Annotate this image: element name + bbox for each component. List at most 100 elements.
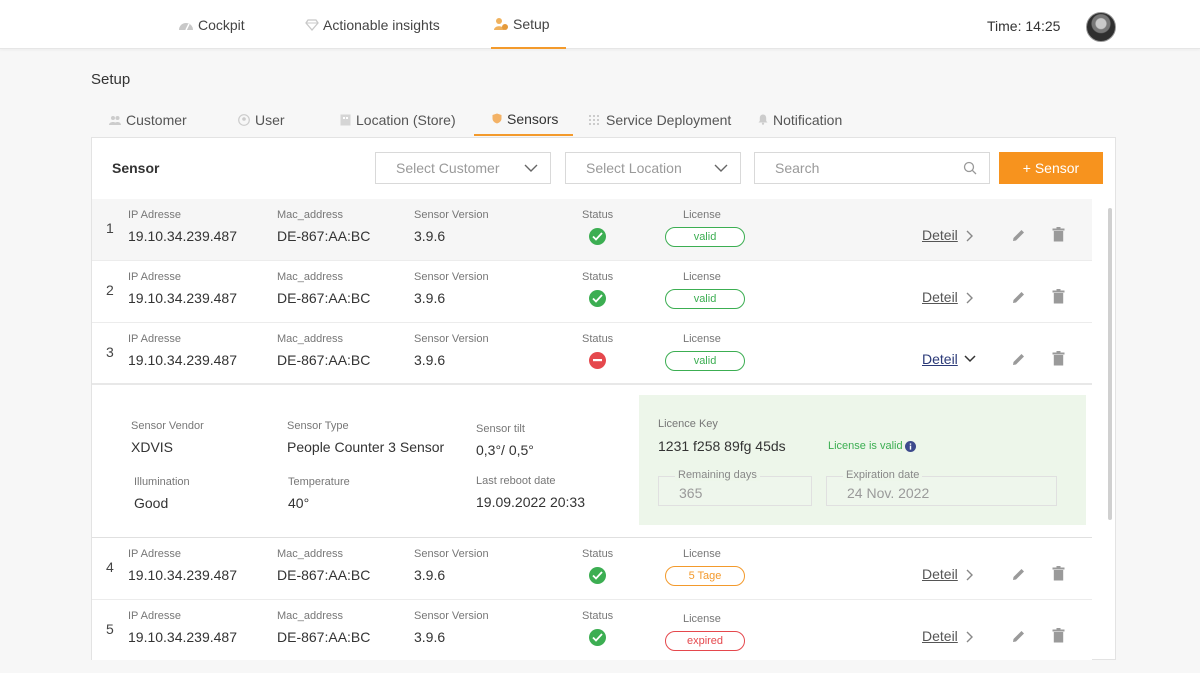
setup-icon: [494, 17, 508, 30]
tab-service-deployment[interactable]: Service Deployment: [589, 103, 731, 136]
detail-link[interactable]: Deteil: [922, 289, 958, 305]
edit-icon[interactable]: [1011, 629, 1026, 644]
mac-value: DE-867:AA:BC: [277, 629, 371, 645]
version-value: 3.9.6: [414, 629, 446, 645]
mac-label: Mac_address: [277, 333, 344, 345]
select-customer-dropdown[interactable]: Select Customer: [375, 152, 551, 184]
version-value: 3.9.6: [414, 567, 446, 583]
edit-icon[interactable]: [1011, 352, 1026, 367]
select-customer-label: Select Customer: [396, 160, 500, 176]
nav-actionable-insights[interactable]: Actionable insights: [305, 0, 440, 49]
avatar[interactable]: [1086, 12, 1116, 42]
tab-location-store[interactable]: Location (Store): [340, 103, 456, 136]
search-input[interactable]: Search: [754, 152, 990, 184]
ip-value: 19.10.34.239.487: [128, 290, 237, 306]
row-index: 4: [106, 559, 114, 575]
add-sensor-button[interactable]: + Sensor: [999, 152, 1103, 184]
grid-dots-icon: [589, 114, 599, 125]
status-label: Status: [582, 610, 614, 622]
top-navigation-bar: Cockpit Actionable insights Setup Time: …: [0, 0, 1200, 49]
sensor-tilt-label: Sensor tilt: [476, 423, 525, 435]
edit-icon[interactable]: [1011, 228, 1026, 243]
remaining-days-value: 365: [679, 485, 703, 501]
trash-icon[interactable]: [1052, 628, 1065, 643]
table-row: 5 IP Adresse 19.10.34.239.487 Mac_addres…: [92, 600, 1092, 660]
trash-icon[interactable]: [1052, 289, 1065, 304]
version-label: Sensor Version: [414, 610, 489, 622]
mac-label: Mac_address: [277, 610, 344, 622]
detail-link[interactable]: Deteil: [922, 227, 958, 243]
page-title: Setup: [91, 71, 131, 88]
nav-setup[interactable]: Setup: [491, 0, 566, 49]
detail-link[interactable]: Deteil: [922, 628, 958, 644]
chevron-right-icon[interactable]: [965, 631, 973, 643]
trash-icon[interactable]: [1052, 227, 1065, 242]
table-row: 2 IP Adresse 19.10.34.239.487 Mac_addres…: [92, 261, 1092, 323]
user-icon: [238, 113, 250, 126]
table-row: 4 IP Adresse 19.10.34.239.487 Mac_addres…: [92, 538, 1092, 600]
mac-label: Mac_address: [277, 548, 344, 560]
info-icon[interactable]: [905, 441, 916, 452]
expiration-date-label: Expiration date: [843, 469, 923, 481]
version-label: Sensor Version: [414, 209, 489, 221]
sensor-type-value: People Counter 3 Sensor: [287, 439, 445, 455]
nav-cockpit[interactable]: Cockpit: [178, 0, 245, 49]
ip-value: 19.10.34.239.487: [128, 228, 237, 244]
ip-label: IP Adresse: [128, 610, 181, 622]
license-badge: 5 Tage: [665, 566, 745, 586]
chevron-down-icon: [524, 164, 538, 172]
scrollbar[interactable]: [1108, 208, 1112, 520]
chevron-right-icon[interactable]: [965, 292, 973, 304]
trash-icon[interactable]: [1052, 351, 1065, 366]
chevron-down-icon[interactable]: [964, 355, 976, 363]
tab-notification[interactable]: Notification: [758, 103, 842, 136]
license-badge: expired: [665, 631, 745, 651]
detail-link[interactable]: Deteil: [922, 566, 958, 582]
expiration-date-value: 24 Nov. 2022: [847, 485, 930, 501]
license-badge: valid: [665, 351, 745, 371]
tab-notification-label: Notification: [773, 111, 843, 128]
ip-label: IP Adresse: [128, 271, 181, 283]
tab-user-label: User: [255, 111, 285, 128]
sensor-tilt-value: 0,3°/ 0,5°: [476, 442, 534, 458]
ip-value: 19.10.34.239.487: [128, 629, 237, 645]
version-value: 3.9.6: [414, 228, 446, 244]
illumination-label: Illumination: [134, 476, 190, 488]
diamond-icon: [305, 18, 319, 31]
row-index: 1: [106, 220, 114, 236]
ip-value: 19.10.34.239.487: [128, 352, 237, 368]
mac-label: Mac_address: [277, 271, 344, 283]
tab-sensors[interactable]: Sensors: [474, 103, 573, 136]
status-label: Status: [582, 271, 614, 283]
panel-title: Sensor: [112, 160, 160, 176]
chevron-right-icon[interactable]: [965, 230, 973, 242]
license-label: License: [683, 333, 721, 345]
license-label: License: [683, 271, 721, 283]
sensor-type-label: Sensor Type: [287, 420, 349, 432]
tab-sensors-label: Sensors: [507, 110, 559, 127]
tab-customer[interactable]: Customer: [109, 103, 187, 136]
vendor-value: XDVIS: [131, 439, 174, 455]
illumination-value: Good: [134, 495, 169, 511]
edit-icon[interactable]: [1011, 290, 1026, 305]
building-icon: [340, 114, 351, 125]
search-icon: [963, 161, 977, 175]
license-label: License: [683, 548, 721, 560]
status-ok-icon: [589, 629, 606, 646]
chevron-right-icon[interactable]: [965, 569, 973, 581]
license-badge: valid: [665, 227, 745, 247]
tab-user[interactable]: User: [238, 103, 285, 136]
nav-setup-label: Setup: [513, 15, 550, 32]
remaining-days-label: Remaining days: [675, 469, 760, 481]
detail-link[interactable]: Deteil: [922, 351, 958, 367]
trash-icon[interactable]: [1052, 566, 1065, 581]
status-ok-icon: [589, 567, 606, 584]
ip-value: 19.10.34.239.487: [128, 567, 237, 583]
row-index: 2: [106, 282, 114, 298]
status-label: Status: [582, 333, 614, 345]
search-placeholder: Search: [775, 160, 820, 176]
select-location-dropdown[interactable]: Select Location: [565, 152, 741, 184]
license-info-box: Licence Key 1231 f258 89fg 45ds License …: [639, 395, 1086, 525]
license-valid-text: License is valid: [828, 440, 903, 452]
edit-icon[interactable]: [1011, 567, 1026, 582]
